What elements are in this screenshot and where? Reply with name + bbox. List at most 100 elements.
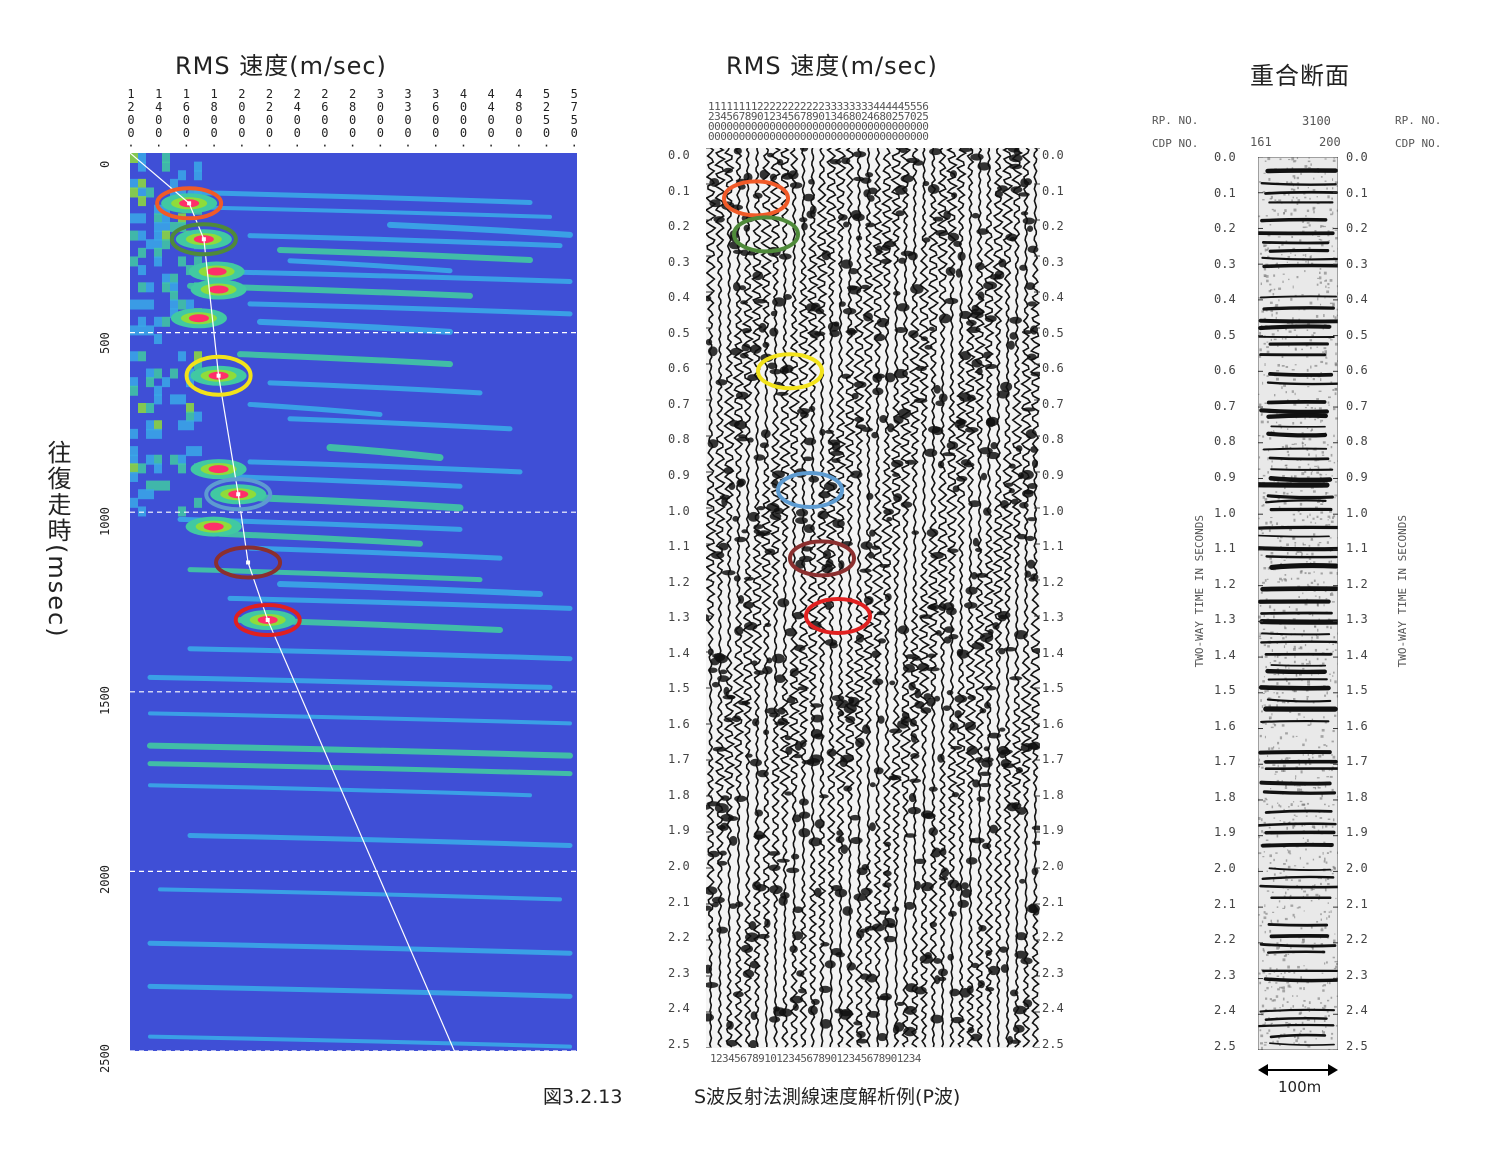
semblance-cell [154, 463, 162, 474]
gather-wavelet [728, 420, 740, 427]
gather-wavelet [843, 221, 850, 228]
section-speckle [1303, 716, 1305, 718]
panel3-time-ticks-left: 0.0 0.1 0.2 0.3 0.4 0.5 0.6 0.7 0.8 0.9 1.0 1.1 1.2 1… [1214, 150, 1250, 1055]
gather-wavelet [829, 159, 842, 165]
section-speckle [1329, 509, 1332, 513]
gather-wavelet [988, 965, 999, 976]
section-speckle [1333, 515, 1336, 518]
section-speckle [1321, 243, 1324, 247]
time-tick-label: 1.9 [1214, 825, 1236, 840]
section-speckle [1311, 613, 1314, 617]
gather-wavelet [884, 593, 892, 601]
gather-wavelet [758, 530, 771, 537]
section-speckle [1300, 490, 1303, 492]
section-speckle [1263, 644, 1267, 647]
gather-wavelet [1012, 1024, 1025, 1033]
semblance-cell [194, 161, 202, 172]
section-speckle [1262, 474, 1266, 477]
time-tick-label: 0.7 [1214, 398, 1236, 413]
time-tick-label: 0.6 [668, 361, 690, 376]
gather-wavelet [871, 650, 881, 659]
section-speckle [1261, 920, 1264, 924]
velocity-pick-point [201, 237, 206, 242]
section-speckle [1306, 802, 1310, 805]
section-speckle [1307, 683, 1311, 686]
semblance-cell [170, 282, 178, 293]
section-speckle [1305, 215, 1307, 217]
gather-wavelet [835, 951, 846, 958]
semblance-cell [194, 351, 202, 362]
panel2-title: RMS 速度(m/sec) [726, 52, 938, 80]
section-speckle [1258, 355, 1262, 358]
gather-wavelet [719, 669, 728, 675]
gather-wavelet [754, 298, 768, 304]
section-speckle [1329, 850, 1332, 853]
section-speckle [1276, 1040, 1279, 1043]
semblance-hotspot-peak [206, 267, 227, 276]
section-speckle [1263, 821, 1266, 824]
section-speckle [1335, 897, 1337, 900]
gather-wavelet [979, 632, 994, 643]
gather-wavelet [989, 824, 999, 834]
gather-wavelet [909, 718, 917, 727]
section-speckle [1285, 1021, 1287, 1024]
section-speckle [1296, 334, 1298, 337]
semblance-streak [277, 581, 543, 598]
section-speckle [1272, 878, 1275, 882]
gather-wavelet [719, 494, 731, 500]
gather-wavelet [869, 529, 876, 537]
section-speckle [1268, 177, 1271, 181]
section-speckle [1269, 998, 1272, 1001]
gather-wavelet [826, 748, 837, 757]
section-speckle [1295, 1039, 1298, 1043]
section-speckle [1270, 1022, 1273, 1024]
gather-wavelet [985, 986, 995, 992]
rp-value: 3100 [1302, 114, 1331, 128]
section-speckle [1301, 519, 1305, 522]
section-speckle [1286, 261, 1288, 263]
section-speckle [1322, 225, 1326, 228]
gather-wavelet [968, 500, 981, 508]
section-speckle [1295, 775, 1297, 778]
semblance-streak [148, 1034, 572, 1049]
gather-wavelet [954, 710, 963, 719]
section-speckle [1264, 930, 1266, 934]
section-reflector [1268, 867, 1331, 871]
section-speckle [1310, 521, 1312, 524]
gather-wavelet [914, 858, 927, 864]
section-reflector [1260, 611, 1333, 615]
section-speckle [1330, 213, 1333, 216]
section-speckle [1299, 987, 1302, 990]
section-speckle [1271, 649, 1273, 652]
section-speckle [1325, 598, 1328, 600]
gather-wavelet [908, 330, 919, 339]
section-speckle [1277, 497, 1280, 500]
section-speckle [1265, 799, 1268, 801]
gather-wavelet [798, 988, 807, 994]
section-speckle [1326, 917, 1328, 920]
gather-wavelet [947, 548, 959, 554]
gather-wavelet [966, 985, 974, 994]
semblance-cell [154, 213, 162, 224]
section-speckle [1260, 420, 1264, 424]
gather-wavelet [709, 199, 721, 208]
semblance-cell [146, 420, 154, 431]
section-speckle [1322, 1031, 1326, 1034]
gather-wavelet [908, 792, 917, 803]
semblance-cell [154, 239, 162, 250]
section-reflector [1262, 447, 1328, 451]
section-speckle [1312, 858, 1315, 861]
section-speckle [1309, 339, 1313, 342]
gather-wavelet [856, 1030, 866, 1039]
velocity-pick-point [216, 373, 221, 378]
velocity-pick-ellipse [169, 222, 238, 257]
gather-wavelet [750, 1011, 758, 1021]
time-tick-label: 2.0 [1346, 861, 1368, 875]
time-tick-label: 1.0 [1346, 505, 1368, 520]
gather-wavelet [928, 827, 939, 837]
section-speckle [1313, 571, 1315, 573]
gather-wavelet [789, 945, 798, 954]
section-speckle [1300, 976, 1303, 980]
gather-wavelet [928, 786, 938, 792]
section-speckle [1269, 697, 1272, 699]
